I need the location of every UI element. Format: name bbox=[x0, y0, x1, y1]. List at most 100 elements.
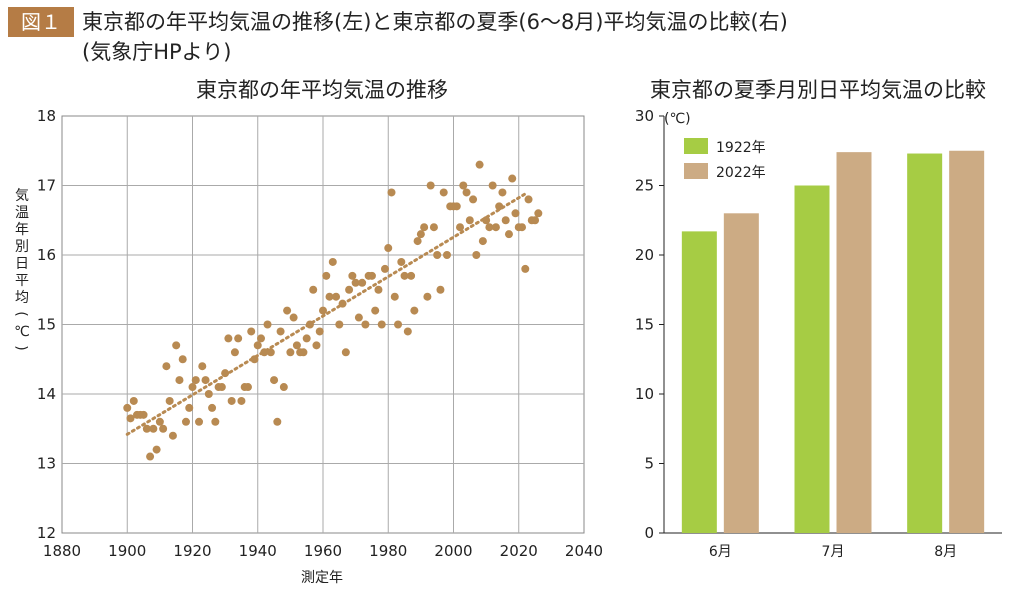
data-point bbox=[488, 181, 497, 190]
data-point bbox=[465, 216, 474, 225]
data-point bbox=[208, 403, 217, 412]
scatter-ylabel-char: ( bbox=[13, 311, 29, 316]
data-point bbox=[159, 424, 168, 433]
data-point bbox=[309, 285, 318, 294]
data-point bbox=[371, 306, 380, 315]
data-point bbox=[335, 320, 344, 329]
data-point bbox=[534, 209, 543, 218]
data-point bbox=[485, 223, 494, 232]
data-point bbox=[243, 383, 252, 392]
data-point bbox=[149, 424, 158, 433]
bar-y-tick-label: 0 bbox=[644, 524, 654, 542]
data-point bbox=[358, 278, 367, 287]
data-point bbox=[416, 230, 425, 239]
x-tick-label: 1920 bbox=[173, 542, 211, 560]
trendline bbox=[125, 192, 527, 436]
y-tick-label: 16 bbox=[37, 246, 56, 264]
data-point bbox=[305, 320, 314, 329]
data-point bbox=[472, 251, 481, 259]
data-point bbox=[374, 285, 383, 294]
data-point bbox=[126, 414, 135, 423]
data-point bbox=[191, 376, 200, 385]
data-point bbox=[146, 452, 155, 461]
data-point bbox=[442, 251, 451, 259]
scatter-ylabel-char: 均 bbox=[15, 290, 29, 306]
y-tick-label: 12 bbox=[37, 524, 56, 542]
data-point bbox=[325, 292, 334, 301]
data-point bbox=[433, 251, 442, 259]
scatter-ylabel-char: ) bbox=[13, 345, 29, 350]
data-point bbox=[351, 278, 360, 287]
data-point bbox=[423, 292, 432, 301]
figure-title: 東京都の年平均気温の推移(左)と東京都の夏季(6〜8月)平均気温の比較(右) bbox=[82, 10, 788, 34]
bar-2022 bbox=[949, 150, 985, 533]
legend-swatch bbox=[684, 138, 708, 154]
x-tick-label: 2000 bbox=[434, 542, 472, 560]
scatter-ylabel-char: 日 bbox=[15, 256, 29, 272]
x-tick-label: 2040 bbox=[565, 542, 603, 560]
data-point bbox=[312, 341, 321, 350]
bar-1922 bbox=[907, 153, 943, 533]
bar-category-label: 7月 bbox=[822, 544, 845, 560]
data-point bbox=[139, 410, 148, 419]
data-point bbox=[172, 341, 181, 350]
data-point bbox=[491, 223, 500, 232]
data-point bbox=[217, 383, 226, 392]
data-point bbox=[524, 195, 533, 204]
data-point bbox=[328, 257, 337, 266]
data-point bbox=[498, 188, 507, 197]
scatter-ylabel-char: ℃ bbox=[14, 324, 30, 340]
data-point bbox=[279, 383, 288, 392]
data-point bbox=[201, 376, 210, 385]
data-point bbox=[165, 396, 174, 405]
data-point bbox=[270, 376, 279, 385]
x-tick-label: 1980 bbox=[369, 542, 407, 560]
data-point bbox=[257, 334, 266, 343]
bar-1922 bbox=[681, 231, 717, 533]
data-point bbox=[319, 306, 327, 315]
data-point bbox=[250, 355, 259, 364]
bar-y-tick-label: 20 bbox=[635, 246, 654, 264]
data-point bbox=[237, 396, 246, 405]
y-tick-label: 14 bbox=[37, 385, 56, 403]
data-point bbox=[426, 181, 435, 190]
data-point bbox=[168, 431, 177, 440]
data-point bbox=[390, 292, 399, 301]
data-point bbox=[221, 369, 230, 378]
data-point bbox=[345, 285, 354, 294]
data-point bbox=[224, 334, 233, 343]
scatter-ylabel-char: 気 bbox=[15, 188, 29, 204]
x-tick-label: 1900 bbox=[108, 542, 146, 560]
figure-source: (気象庁HPより) bbox=[82, 40, 232, 64]
data-point bbox=[403, 327, 412, 336]
data-point bbox=[380, 264, 389, 273]
data-point bbox=[410, 306, 419, 315]
data-point bbox=[361, 320, 370, 329]
data-point bbox=[195, 417, 204, 426]
data-point bbox=[456, 223, 465, 232]
data-point bbox=[123, 403, 132, 412]
data-point bbox=[253, 341, 262, 350]
data-point bbox=[504, 230, 513, 239]
data-point bbox=[462, 188, 471, 197]
data-point bbox=[413, 237, 422, 246]
data-point bbox=[478, 237, 487, 246]
x-tick-label: 1960 bbox=[304, 542, 342, 560]
x-tick-label: 1880 bbox=[43, 542, 81, 560]
data-point bbox=[384, 244, 393, 253]
scatter-ylabel-char: 平 bbox=[15, 273, 29, 289]
data-point bbox=[211, 417, 220, 426]
figure-badge: 図１ bbox=[8, 7, 74, 37]
data-point bbox=[531, 216, 540, 225]
bar-category-label: 6月 bbox=[709, 544, 732, 560]
data-point bbox=[188, 383, 197, 392]
bar-y-tick-label: 25 bbox=[635, 177, 654, 195]
bar-y-tick-label: 5 bbox=[644, 455, 654, 473]
data-point bbox=[142, 424, 151, 433]
legend-label: 1922年 bbox=[716, 140, 766, 156]
data-point bbox=[482, 216, 491, 225]
data-point bbox=[315, 327, 324, 336]
data-point bbox=[198, 362, 207, 371]
bar-2022 bbox=[836, 152, 872, 533]
